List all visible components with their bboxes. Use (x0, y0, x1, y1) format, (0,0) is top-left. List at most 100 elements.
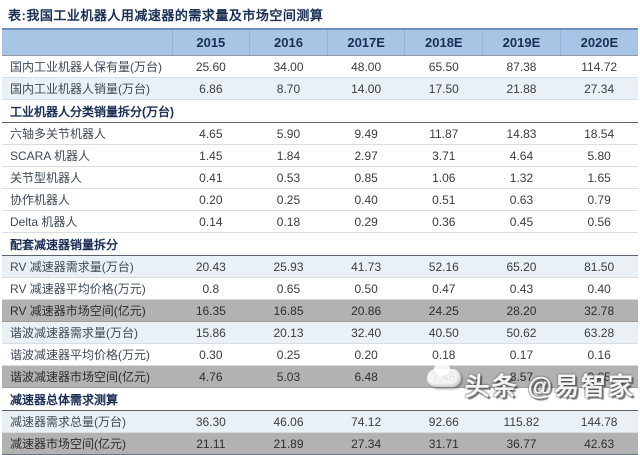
section-header-row: 减速器总体需求测算 (2, 387, 638, 411)
row-label: 协作机器人 (2, 188, 172, 211)
table-row: 减速器需求总量(万台) 36.30 46.06 74.12 92.66 115.82 144… (2, 410, 638, 433)
row-label: 国内工业机器人销量(万台) (2, 77, 172, 100)
cell-value: 0.85 (327, 166, 405, 189)
table-body: 国内工业机器人保有量(万台) 25.60 34.00 48.00 65.50 87.38 1… (2, 55, 638, 455)
table-row: RV 减速器市场空间(亿元) 16.35 16.85 20.86 24.25 28.20 3… (2, 299, 638, 322)
cell-value: 6.48 (327, 365, 405, 388)
row-label: 国内工业机器人保有量(万台) (2, 55, 172, 78)
section-header-label: 工业机器人分类销量拆分(万台) (2, 99, 638, 123)
report-table-figure: 表:我国工业机器人用减速器的需求量及市场空间测算 2015 2016 2017E 20… (2, 8, 638, 455)
cell-value: 41.73 (327, 255, 405, 278)
cell-value: 74.12 (327, 410, 405, 433)
cell-value: 5.80 (560, 144, 638, 167)
cell-value: 0.20 (327, 343, 405, 366)
cell-value: 28.20 (482, 299, 561, 322)
cell-value: 32.40 (327, 321, 405, 344)
column-header: 2020E (559, 28, 638, 56)
column-header-row: 2015 2016 2017E 2018E 2019E 2020E (2, 28, 638, 56)
column-header-blank (2, 28, 172, 56)
table-row: 国内工业机器人保有量(万台) 25.60 34.00 48.00 65.50 87.38 1… (2, 55, 638, 78)
row-label: 谐波减速器市场空间(亿元) (2, 365, 172, 388)
cell-value: 24.25 (404, 299, 483, 322)
cell-value: 27.34 (560, 77, 638, 100)
cell-value: 0.14 (172, 210, 250, 233)
table-row: RV 减速器需求量(万台) 20.43 25.93 41.73 52.16 65.20 81… (2, 255, 638, 278)
cell-value: 3.71 (404, 144, 483, 167)
cell-value: 6.86 (172, 77, 250, 100)
cell-value: 17.50 (404, 77, 483, 100)
cell-value: 21.11 (172, 432, 250, 455)
cell-value: 46.06 (249, 410, 328, 433)
column-header: 2016 (249, 28, 328, 56)
cell-value: 8.70 (249, 77, 328, 100)
cell-value: 0.17 (482, 343, 561, 366)
cell-value: 15.86 (172, 321, 250, 344)
cell-value: 0.18 (249, 210, 328, 233)
cell-value: 0.20 (172, 188, 250, 211)
cell-value: 20.86 (327, 299, 405, 322)
row-label: 减速器市场空间(亿元) (2, 432, 172, 455)
table-row: 关节型机器人 0.41 0.53 0.85 1.06 1.32 1.65 (2, 166, 638, 189)
column-header: 2018E (404, 28, 483, 56)
cell-value: 18.54 (560, 122, 638, 145)
row-label: 关节型机器人 (2, 166, 172, 189)
section-header-label: 配套减速器销量拆分 (2, 232, 638, 256)
cell-value: 81.50 (560, 255, 638, 278)
cell-value: 0.36 (404, 210, 483, 233)
cell-value: 0.30 (172, 343, 250, 366)
table-row: 减速器市场空间(亿元) 21.11 21.89 27.34 31.71 36.77 42.6… (2, 432, 638, 455)
table-row: 国内工业机器人销量(万台) 6.86 8.70 14.00 17.50 21.88 27.3… (2, 77, 638, 100)
column-header: 2019E (482, 28, 561, 56)
cell-value: 87.38 (482, 55, 561, 78)
cell-value: 114.72 (560, 55, 638, 78)
table-row: 谐波减速器平均价格(万元) 0.30 0.25 0.20 0.18 0.17 0.16 (2, 343, 638, 366)
cell-value: 92.66 (404, 410, 483, 433)
cell-value: 7.45 (404, 365, 483, 388)
section-header-row: 配套减速器销量拆分 (2, 232, 638, 256)
table-row: SCARA 机器人 1.45 1.84 2.97 3.71 4.64 5.80 (2, 144, 638, 167)
cell-value: 14.83 (482, 122, 561, 145)
cell-value: 0.79 (560, 188, 638, 211)
cell-value: 8.57 (482, 365, 561, 388)
cell-value: 0.63 (482, 188, 561, 211)
cell-value: 36.30 (172, 410, 250, 433)
cell-value: 65.20 (482, 255, 561, 278)
cell-value: 0.53 (249, 166, 328, 189)
cell-value: 9.49 (327, 122, 405, 145)
cell-value: 0.25 (249, 188, 328, 211)
cell-value: 0.45 (482, 210, 561, 233)
cell-value: 21.88 (482, 77, 561, 100)
table-row: 谐波减速器市场空间(亿元) 4.76 5.03 6.48 7.45 8.57 9.85 (2, 365, 638, 388)
row-label: Delta 机器人 (2, 210, 172, 233)
cell-value: 16.85 (249, 299, 328, 322)
cell-value: 20.43 (172, 255, 250, 278)
cell-value: 0.43 (482, 277, 561, 300)
cell-value: 27.34 (327, 432, 405, 455)
cell-value: 0.47 (404, 277, 483, 300)
row-label: 谐波减速器需求量(万台) (2, 321, 172, 344)
cell-value: 11.87 (404, 122, 483, 145)
data-table: 2015 2016 2017E 2018E 2019E 2020E 国内工业机器人保有量(… (2, 28, 638, 455)
row-label: RV 减速器需求量(万台) (2, 255, 172, 278)
cell-value: 9.85 (560, 365, 638, 388)
cell-value: 31.71 (404, 432, 483, 455)
row-label: 六轴多关节机器人 (2, 122, 172, 145)
cell-value: 0.8 (172, 277, 250, 300)
cell-value: 5.90 (249, 122, 328, 145)
cell-value: 0.50 (327, 277, 405, 300)
cell-value: 0.18 (404, 343, 483, 366)
cell-value: 4.65 (172, 122, 250, 145)
cell-value: 65.50 (404, 55, 483, 78)
section-header-label: 减速器总体需求测算 (2, 387, 638, 411)
row-label: 减速器需求总量(万台) (2, 410, 172, 433)
table-row: Delta 机器人 0.14 0.18 0.29 0.36 0.45 0.56 (2, 210, 638, 233)
cell-value: 5.03 (249, 365, 328, 388)
cell-value: 144.78 (560, 410, 638, 433)
cell-value: 25.93 (249, 255, 328, 278)
cell-value: 20.13 (249, 321, 328, 344)
table-row: 协作机器人 0.20 0.25 0.40 0.51 0.63 0.79 (2, 188, 638, 211)
row-label: 谐波减速器平均价格(万元) (2, 343, 172, 366)
cell-value: 1.06 (404, 166, 483, 189)
cell-value: 16.35 (172, 299, 250, 322)
cell-value: 52.16 (404, 255, 483, 278)
